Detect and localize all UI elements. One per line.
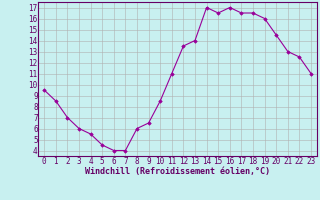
X-axis label: Windchill (Refroidissement éolien,°C): Windchill (Refroidissement éolien,°C): [85, 167, 270, 176]
